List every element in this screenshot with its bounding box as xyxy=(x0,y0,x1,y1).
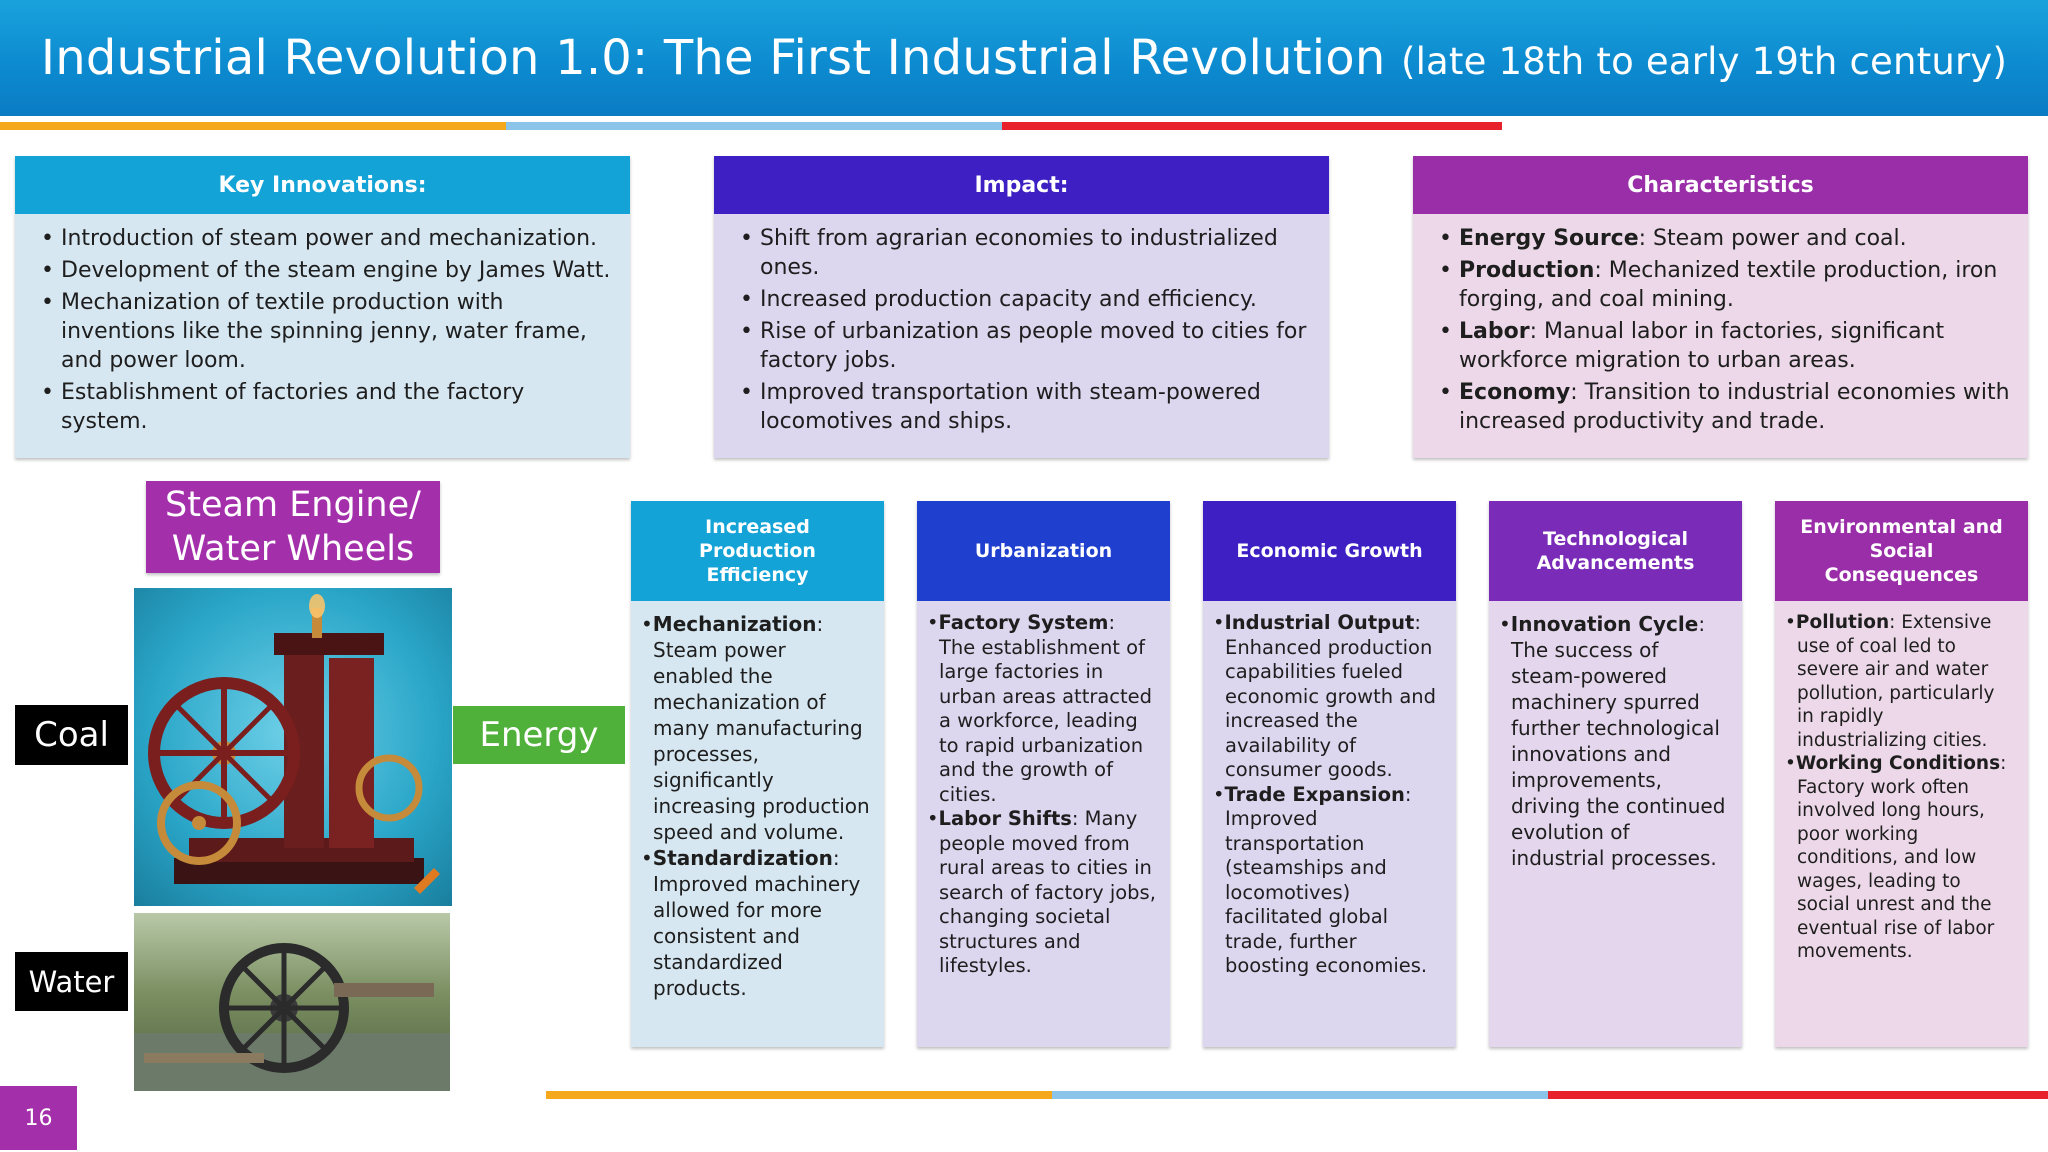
entry-term: Pollution xyxy=(1795,612,1890,633)
environmental-social-column: Environmental and Social Consequences •P… xyxy=(1775,501,2028,1047)
entry-text: : Steam power enabled the mechanization … xyxy=(653,612,870,844)
entry-term: Mechanization xyxy=(652,612,817,636)
key-innovations-list: Introduction of steam power and mechaniz… xyxy=(15,214,630,436)
item-text: : Steam power and coal. xyxy=(1638,226,1907,251)
top-stripe-lightblue xyxy=(506,122,1002,130)
list-item: Introduction of steam power and mechaniz… xyxy=(41,224,612,253)
slide-title: Industrial Revolution 1.0: The First Ind… xyxy=(41,30,2007,86)
title-subtitle: (late 18th to early 19th century) xyxy=(1400,40,2008,83)
production-efficiency-body: •Mechanization: Steam power enabled the … xyxy=(631,601,884,1001)
water-label: Water xyxy=(15,952,128,1011)
entry-term: Factory System xyxy=(938,611,1109,634)
item-term: Production xyxy=(1459,258,1595,283)
top-stripe-red xyxy=(1002,122,1502,130)
list-item: Labor: Manual labor in factories, signif… xyxy=(1439,317,2010,375)
impact-box: Impact: Shift from agrarian economies to… xyxy=(714,156,1329,458)
list-item: Economy: Transition to industrial econom… xyxy=(1439,378,2010,436)
economic-growth-header: Economic Growth xyxy=(1203,501,1456,601)
steam-engine-image xyxy=(134,588,452,906)
column-entry: •Pollution: Extensive use of coal led to… xyxy=(1785,612,1995,751)
column-entry: •Innovation Cycle: The success of steam-… xyxy=(1499,612,1726,870)
characteristics-list: Energy Source: Steam power and coal. Pro… xyxy=(1413,214,2028,436)
item-term: Economy xyxy=(1459,380,1571,405)
water-wheel-icon xyxy=(134,943,450,1091)
list-item: Rise of urbanization as people moved to … xyxy=(740,317,1311,375)
list-item: Increased production capacity and effici… xyxy=(740,285,1311,314)
coal-label: Coal xyxy=(15,705,128,765)
title-bar: Industrial Revolution 1.0: The First Ind… xyxy=(0,0,2048,116)
steam-engine-icon xyxy=(148,594,440,894)
technological-advancements-header: Technological Advancements xyxy=(1489,501,1742,601)
production-efficiency-header: Increased Production Efficiency xyxy=(631,501,884,601)
column-entry: •Standardization: Improved machinery all… xyxy=(641,846,861,1000)
urbanization-body: •Factory System: The establishment of la… xyxy=(917,601,1170,979)
item-text: : Manual labor in factories, significant… xyxy=(1459,319,1945,373)
entry-text: : Enhanced production capabilities fuele… xyxy=(1225,611,1437,781)
list-item: Production: Mechanized textile productio… xyxy=(1439,256,2010,314)
list-item: Shift from agrarian economies to industr… xyxy=(740,224,1311,282)
technological-advancements-body: •Innovation Cycle: The success of steam-… xyxy=(1489,601,1742,871)
energy-label: Energy xyxy=(453,706,625,764)
column-entry: •Working Conditions: Factory work often … xyxy=(1785,753,2007,962)
economic-growth-column: Economic Growth •Industrial Output: Enha… xyxy=(1203,501,1456,1047)
entry-text: : Many people moved from rural areas to … xyxy=(939,807,1156,977)
list-item: Improved transportation with steam-power… xyxy=(740,378,1311,436)
entry-text: : Extensive use of coal led to severe ai… xyxy=(1797,612,1995,751)
urbanization-header: Urbanization xyxy=(917,501,1170,601)
list-item: Energy Source: Steam power and coal. xyxy=(1439,224,2010,253)
column-entry: •Industrial Output: Enhanced production … xyxy=(1213,611,1437,781)
entry-term: Industrial Output xyxy=(1224,611,1415,634)
entry-term: Standardization xyxy=(652,846,833,870)
entry-text: : Improved transportation (steamships an… xyxy=(1225,782,1428,978)
list-item: Establishment of factories and the facto… xyxy=(41,378,612,436)
column-entry: •Factory System: The establishment of la… xyxy=(927,611,1153,806)
column-entry: •Trade Expansion: Improved transportatio… xyxy=(1213,782,1428,978)
water-wheel-image xyxy=(134,913,450,1091)
impact-list: Shift from agrarian economies to industr… xyxy=(714,214,1329,436)
engine-label-line1: Steam Engine/ xyxy=(165,485,421,525)
entry-term: Labor Shifts xyxy=(938,807,1072,830)
item-term: Energy Source xyxy=(1459,226,1639,251)
entry-text: : Factory work often involved long hours… xyxy=(1797,753,2007,962)
characteristics-box: Characteristics Energy Source: Steam pow… xyxy=(1413,156,2028,458)
bottom-stripe-orange xyxy=(546,1091,1052,1099)
entry-term: Trade Expansion xyxy=(1224,782,1405,806)
entry-term: Innovation Cycle xyxy=(1510,612,1699,636)
production-efficiency-column: Increased Production Efficiency •Mechani… xyxy=(631,501,884,1047)
key-innovations-box: Key Innovations: Introduction of steam p… xyxy=(15,156,630,458)
list-item: Development of the steam engine by James… xyxy=(41,256,612,285)
urbanization-column: Urbanization •Factory System: The establ… xyxy=(917,501,1170,1047)
engine-label-line2: Water Wheels xyxy=(171,529,415,569)
economic-growth-body: •Industrial Output: Enhanced production … xyxy=(1203,601,1456,979)
entry-term: Working Conditions xyxy=(1795,753,2001,774)
technological-advancements-column: Technological Advancements •Innovation C… xyxy=(1489,501,1742,1047)
item-text: : Transition to industrial economies wit… xyxy=(1459,380,2010,434)
key-innovations-header: Key Innovations: xyxy=(15,156,630,214)
column-entry: •Mechanization: Steam power enabled the … xyxy=(641,612,870,844)
item-text: : Mechanized textile production, iron fo… xyxy=(1459,258,1998,312)
characteristics-header: Characteristics xyxy=(1413,156,2028,214)
engine-label: Steam Engine/ Water Wheels xyxy=(146,481,440,573)
bottom-stripe-lightblue xyxy=(1052,1091,1548,1099)
impact-header: Impact: xyxy=(714,156,1329,214)
title-main: Industrial Revolution 1.0: The First Ind… xyxy=(40,30,1386,86)
page-number: 16 xyxy=(0,1086,77,1150)
entry-text: : The establishment of large factories i… xyxy=(939,611,1153,806)
entry-text: : The success of steam-powered machinery… xyxy=(1511,612,1726,870)
entry-text: : Improved machinery allowed for more co… xyxy=(653,846,861,1000)
item-term: Labor xyxy=(1459,319,1530,344)
top-stripe-orange xyxy=(0,122,506,130)
environmental-social-body: •Pollution: Extensive use of coal led to… xyxy=(1775,601,2028,964)
list-item: Mechanization of textile production with… xyxy=(41,288,612,375)
bottom-stripe-red xyxy=(1548,1091,2048,1099)
column-entry: •Labor Shifts: Many people moved from ru… xyxy=(927,807,1156,977)
environmental-social-header: Environmental and Social Consequences xyxy=(1775,501,2028,601)
